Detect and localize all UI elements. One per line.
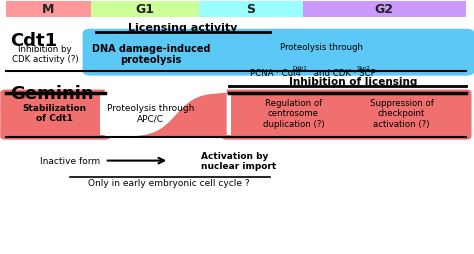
Polygon shape [105, 81, 227, 137]
Text: S: S [246, 3, 255, 16]
FancyBboxPatch shape [0, 90, 110, 140]
Text: Regulation of
centrosome
duplication (?): Regulation of centrosome duplication (?) [263, 98, 324, 128]
Text: Inhibition of licensing: Inhibition of licensing [289, 77, 418, 87]
Text: Licensing activity: Licensing activity [128, 23, 237, 33]
Bar [302, 2, 466, 18]
Text: G1: G1 [136, 3, 155, 16]
Bar [199, 2, 302, 18]
Text: PCNA · Cul4: PCNA · Cul4 [250, 69, 301, 78]
Text: G2: G2 [375, 3, 394, 16]
Text: Skp2: Skp2 [356, 66, 370, 71]
FancyBboxPatch shape [221, 90, 472, 140]
Text: Ddb1: Ddb1 [292, 66, 307, 71]
Text: Activation by
nuclear import: Activation by nuclear import [201, 151, 277, 171]
Text: Inhibition by
CDK activity (?): Inhibition by CDK activity (?) [11, 44, 78, 64]
Text: Cdt1: Cdt1 [10, 31, 57, 49]
Text: Geminin: Geminin [10, 84, 94, 102]
Text: Inactive form: Inactive form [40, 156, 100, 165]
FancyBboxPatch shape [82, 30, 474, 76]
Text: Suppression of
checkpoint
activation (?): Suppression of checkpoint activation (?) [370, 98, 434, 128]
Text: Only in early embryonic cell cycle ?: Only in early embryonic cell cycle ? [88, 178, 250, 187]
Bar [100, 94, 231, 136]
Text: Proteolysis through
APC/C: Proteolysis through APC/C [107, 104, 194, 123]
Text: and CDK · SCF: and CDK · SCF [311, 69, 376, 78]
Bar [91, 2, 199, 18]
Text: DNA damage-induced
proteolysis: DNA damage-induced proteolysis [91, 43, 210, 65]
Polygon shape [105, 93, 227, 137]
Text: Stabilization
of Cdt1: Stabilization of Cdt1 [22, 104, 86, 123]
Text: Proteolysis through: Proteolysis through [280, 43, 363, 52]
Bar [6, 2, 91, 18]
Text: M: M [42, 3, 55, 16]
